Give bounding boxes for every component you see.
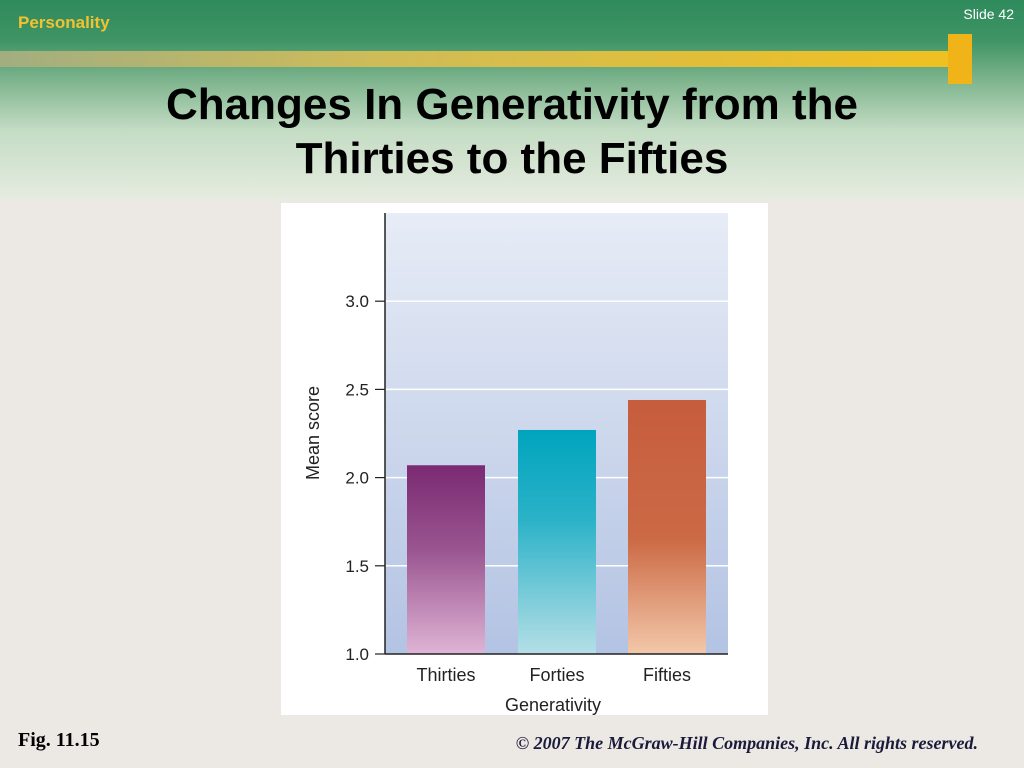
slide-title: Changes In Generativity from the Thirtie…	[0, 78, 1024, 186]
figure-panel: 1.0 1.5 2.0 2.5 3.0 Thirties Forties Fifties Me…	[281, 203, 768, 715]
bar-forties	[518, 429, 596, 654]
gold-accent-corner	[948, 34, 972, 84]
x-tick-label: Forties	[529, 665, 584, 685]
bar-chart: 1.0 1.5 2.0 2.5 3.0 Thirties Forties Fifties Me…	[303, 213, 728, 715]
slide-number: Slide 42	[963, 6, 1014, 22]
y-tick-label: 2.0	[345, 469, 369, 488]
copyright-notice: © 2007 The McGraw-Hill Companies, Inc. A…	[515, 733, 978, 753]
slide-title-line-1: Changes In Generativity from the	[166, 80, 858, 129]
y-tick-label: 3.0	[345, 292, 369, 311]
y-axis-label: Mean score	[303, 386, 323, 480]
gold-accent-bar	[0, 51, 955, 67]
y-tick-label: 1.5	[345, 557, 369, 576]
x-tick-label: Thirties	[416, 665, 475, 685]
figure-label: Fig. 11.15	[18, 729, 100, 751]
y-tick-label: 2.5	[345, 380, 369, 399]
bar-fifties	[628, 399, 706, 654]
bar-thirties	[407, 465, 485, 654]
section-label: Personality	[18, 13, 110, 32]
slide-title-line-2: Thirties to the Fifties	[295, 134, 729, 183]
x-tick-label: Fifties	[643, 665, 691, 685]
header-band	[0, 0, 1024, 200]
y-tick-label: 1.0	[345, 645, 369, 664]
x-axis-label: Generativity	[505, 695, 601, 715]
